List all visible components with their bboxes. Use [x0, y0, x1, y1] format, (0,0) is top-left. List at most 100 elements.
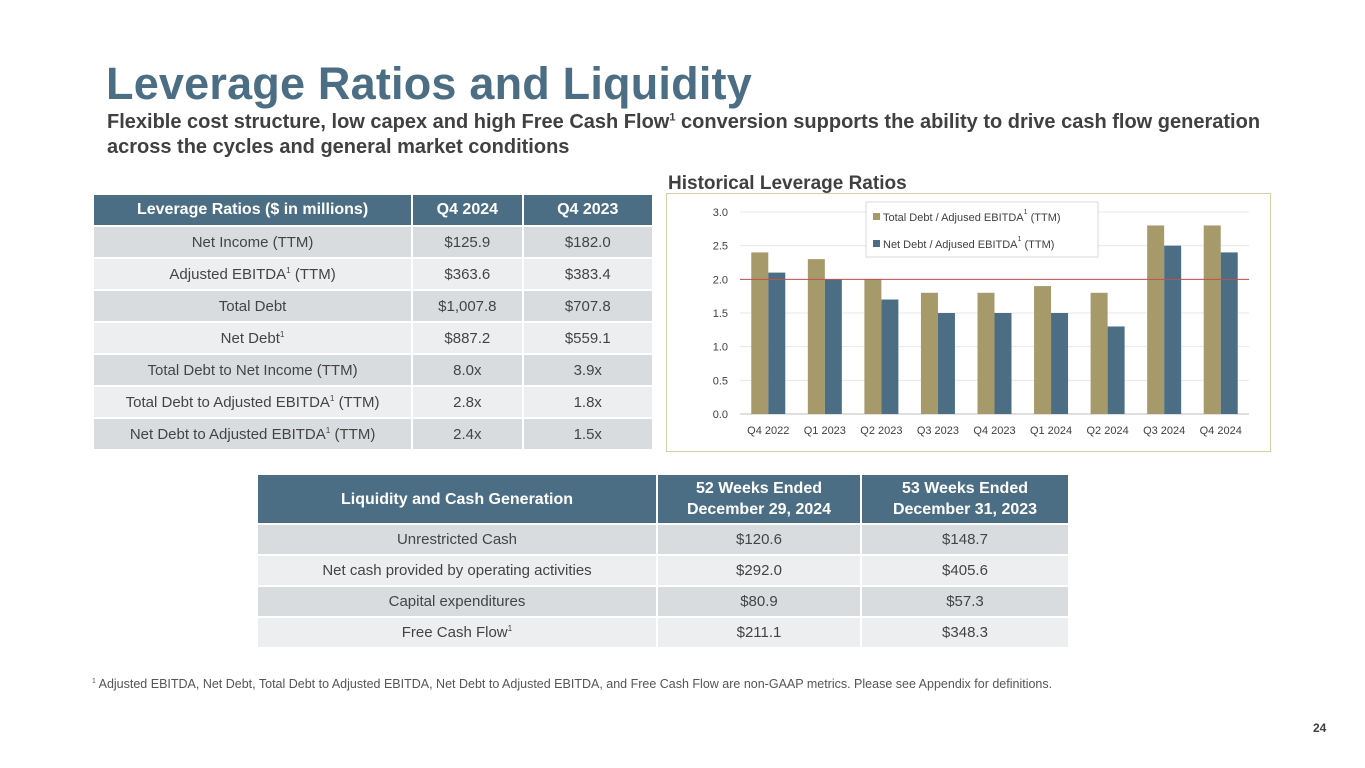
subtitle-text-start: Flexible cost structure, low capex and h… [107, 111, 670, 133]
slide-title: Leverage Ratios and Liquidity [106, 58, 752, 109]
bar [920, 292, 938, 414]
row-value-q4-2024: 2.4x [413, 419, 522, 449]
subtitle-text-end: conversion supports the ability to drive… [107, 111, 1261, 158]
leverage-header-q4-2023: Q4 2023 [523, 195, 652, 225]
x-tick-label: Q1 2023 [804, 425, 846, 437]
x-tick-label: Q4 2023 [973, 425, 1015, 437]
page-number: 24 [1313, 721, 1327, 735]
row-value-2023: $405.6 [862, 556, 1068, 585]
liquidity-header-2023: 53 Weeks Ended December 31, 2023 [862, 475, 1068, 523]
bar [1220, 252, 1238, 414]
bar [1203, 225, 1221, 414]
bar [1164, 245, 1182, 414]
y-tick-label: 2.0 [713, 274, 728, 286]
row-label-suffix: (TTM) [290, 265, 336, 283]
bar [937, 313, 955, 414]
row-label-suffix: (TTM) [330, 425, 376, 443]
row-value-2023: $348.3 [862, 618, 1068, 647]
legend-swatch [873, 240, 880, 247]
row-value-q4-2024: $1,007.8 [413, 291, 522, 321]
row-label-text: Total Debt to Net Income (TTM) [147, 361, 358, 379]
liquidity-table: Liquidity and Cash Generation 52 Weeks E… [256, 473, 1070, 649]
footnote: 1 Adjusted EBITDA, Net Debt, Total Debt … [92, 677, 1052, 691]
bar [824, 279, 842, 414]
x-tick-label: Q1 2024 [1030, 425, 1072, 437]
footnote-number: 1 [92, 677, 96, 685]
x-tick-label: Q3 2023 [917, 425, 959, 437]
row-value-2024: $211.1 [658, 618, 860, 647]
table-row: Total Debt $1,007.8 $707.8 [94, 291, 652, 321]
row-label-text: Total Debt [218, 297, 287, 315]
table-row: Net cash provided by operating activitie… [258, 556, 1068, 585]
subtitle-footnote-marker: 1 [669, 111, 676, 124]
y-tick-label: 0.5 [713, 375, 728, 387]
leverage-header-q4-2024: Q4 2024 [413, 195, 522, 225]
bar [864, 279, 882, 414]
table-row: Net Debt to Adjusted EBITDA1 (TTM) 2.4x … [94, 419, 652, 449]
footnote-marker: 1 [279, 329, 285, 339]
table-row: Free Cash Flow1 $211.1 $348.3 [258, 618, 1068, 647]
row-value-q4-2023: 1.5x [523, 419, 652, 449]
row-label-text: Net Debt to Adjusted EBITDA [129, 425, 326, 443]
footnote-marker: 1 [507, 624, 513, 633]
bar [1034, 286, 1052, 414]
y-tick-label: 3.0 [713, 207, 728, 219]
row-value-q4-2024: $363.6 [413, 259, 522, 289]
row-label-text: Total Debt to Adjusted EBITDA [125, 393, 330, 411]
row-value-2024: $80.9 [658, 587, 860, 616]
row-label: Net Debt1 [94, 323, 412, 353]
row-label: Total Debt to Net Income (TTM) [94, 355, 412, 385]
footnote-marker: 1 [286, 265, 291, 275]
footnote-marker: 1 [329, 393, 335, 403]
legend-label: Net Debt / Adjused EBITDA1 (TTM) [883, 236, 1054, 251]
liquidity-header-row: Liquidity and Cash Generation 52 Weeks E… [258, 475, 1068, 523]
row-value-2023: $57.3 [862, 587, 1068, 616]
y-tick-label: 1.0 [713, 342, 728, 354]
row-label: Capital expenditures [258, 587, 656, 616]
row-label-text: Adjusted EBITDA [169, 265, 287, 283]
y-tick-label: 2.5 [713, 241, 728, 253]
legend-label: Total Debt / Adjused EBITDA1 (TTM) [883, 209, 1061, 224]
table-row: Total Debt to Adjusted EBITDA1 (TTM) 2.8… [94, 387, 652, 417]
bar [977, 292, 995, 414]
row-value-2024: $120.6 [658, 525, 860, 554]
leverage-chart-frame: 0.0 0.5 1.0 1.5 2.0 2.5 3.0 Q4 2022 Q1 2023 Q2 20… [666, 193, 1271, 452]
leverage-header-row: Leverage Ratios ($ in millions) Q4 2024 … [94, 195, 652, 225]
row-value-q4-2024: $887.2 [413, 323, 522, 353]
liquidity-header-label: Liquidity and Cash Generation [258, 475, 656, 523]
row-label-text: Free Cash Flow [401, 624, 508, 641]
row-label: Net Income (TTM) [94, 227, 412, 257]
row-label: Adjusted EBITDA1 (TTM) [94, 259, 412, 289]
bar [751, 252, 769, 414]
x-tick-label: Q2 2024 [1087, 425, 1129, 437]
bar [1147, 225, 1165, 414]
table-row: Net Income (TTM) $125.9 $182.0 [94, 227, 652, 257]
bar [1090, 292, 1108, 414]
x-tick-label: Q4 2024 [1200, 425, 1242, 437]
row-label: Free Cash Flow1 [258, 618, 656, 647]
table-row: Unrestricted Cash $120.6 $148.7 [258, 525, 1068, 554]
row-label: Total Debt [94, 291, 412, 321]
row-label-text: Net Debt [220, 329, 280, 347]
bar [768, 272, 786, 414]
row-value-2023: $148.7 [862, 525, 1068, 554]
bar [1051, 313, 1069, 414]
bar [994, 313, 1012, 414]
leverage-ratios-table: Leverage Ratios ($ in millions) Q4 2024 … [92, 193, 654, 451]
row-value-q4-2023: 1.8x [523, 387, 652, 417]
slide-subtitle: Flexible cost structure, low capex and h… [107, 110, 1277, 160]
row-label-text: Net Income (TTM) [191, 233, 314, 251]
footnote-text: Adjusted EBITDA, Net Debt, Total Debt to… [95, 677, 1053, 691]
y-tick-label: 1.5 [713, 308, 728, 320]
x-tick-label: Q3 2024 [1143, 425, 1185, 437]
table-row: Total Debt to Net Income (TTM) 8.0x 3.9x [94, 355, 652, 385]
y-tick-label: 0.0 [713, 409, 728, 421]
row-label: Unrestricted Cash [258, 525, 656, 554]
table-row: Capital expenditures $80.9 $57.3 [258, 587, 1068, 616]
bar [807, 259, 825, 414]
row-label: Net Debt to Adjusted EBITDA1 (TTM) [94, 419, 412, 449]
row-value-q4-2023: 3.9x [523, 355, 652, 385]
x-tick-label: Q4 2022 [747, 425, 789, 437]
legend-box [865, 201, 1099, 258]
row-label: Total Debt to Adjusted EBITDA1 (TTM) [94, 387, 412, 417]
